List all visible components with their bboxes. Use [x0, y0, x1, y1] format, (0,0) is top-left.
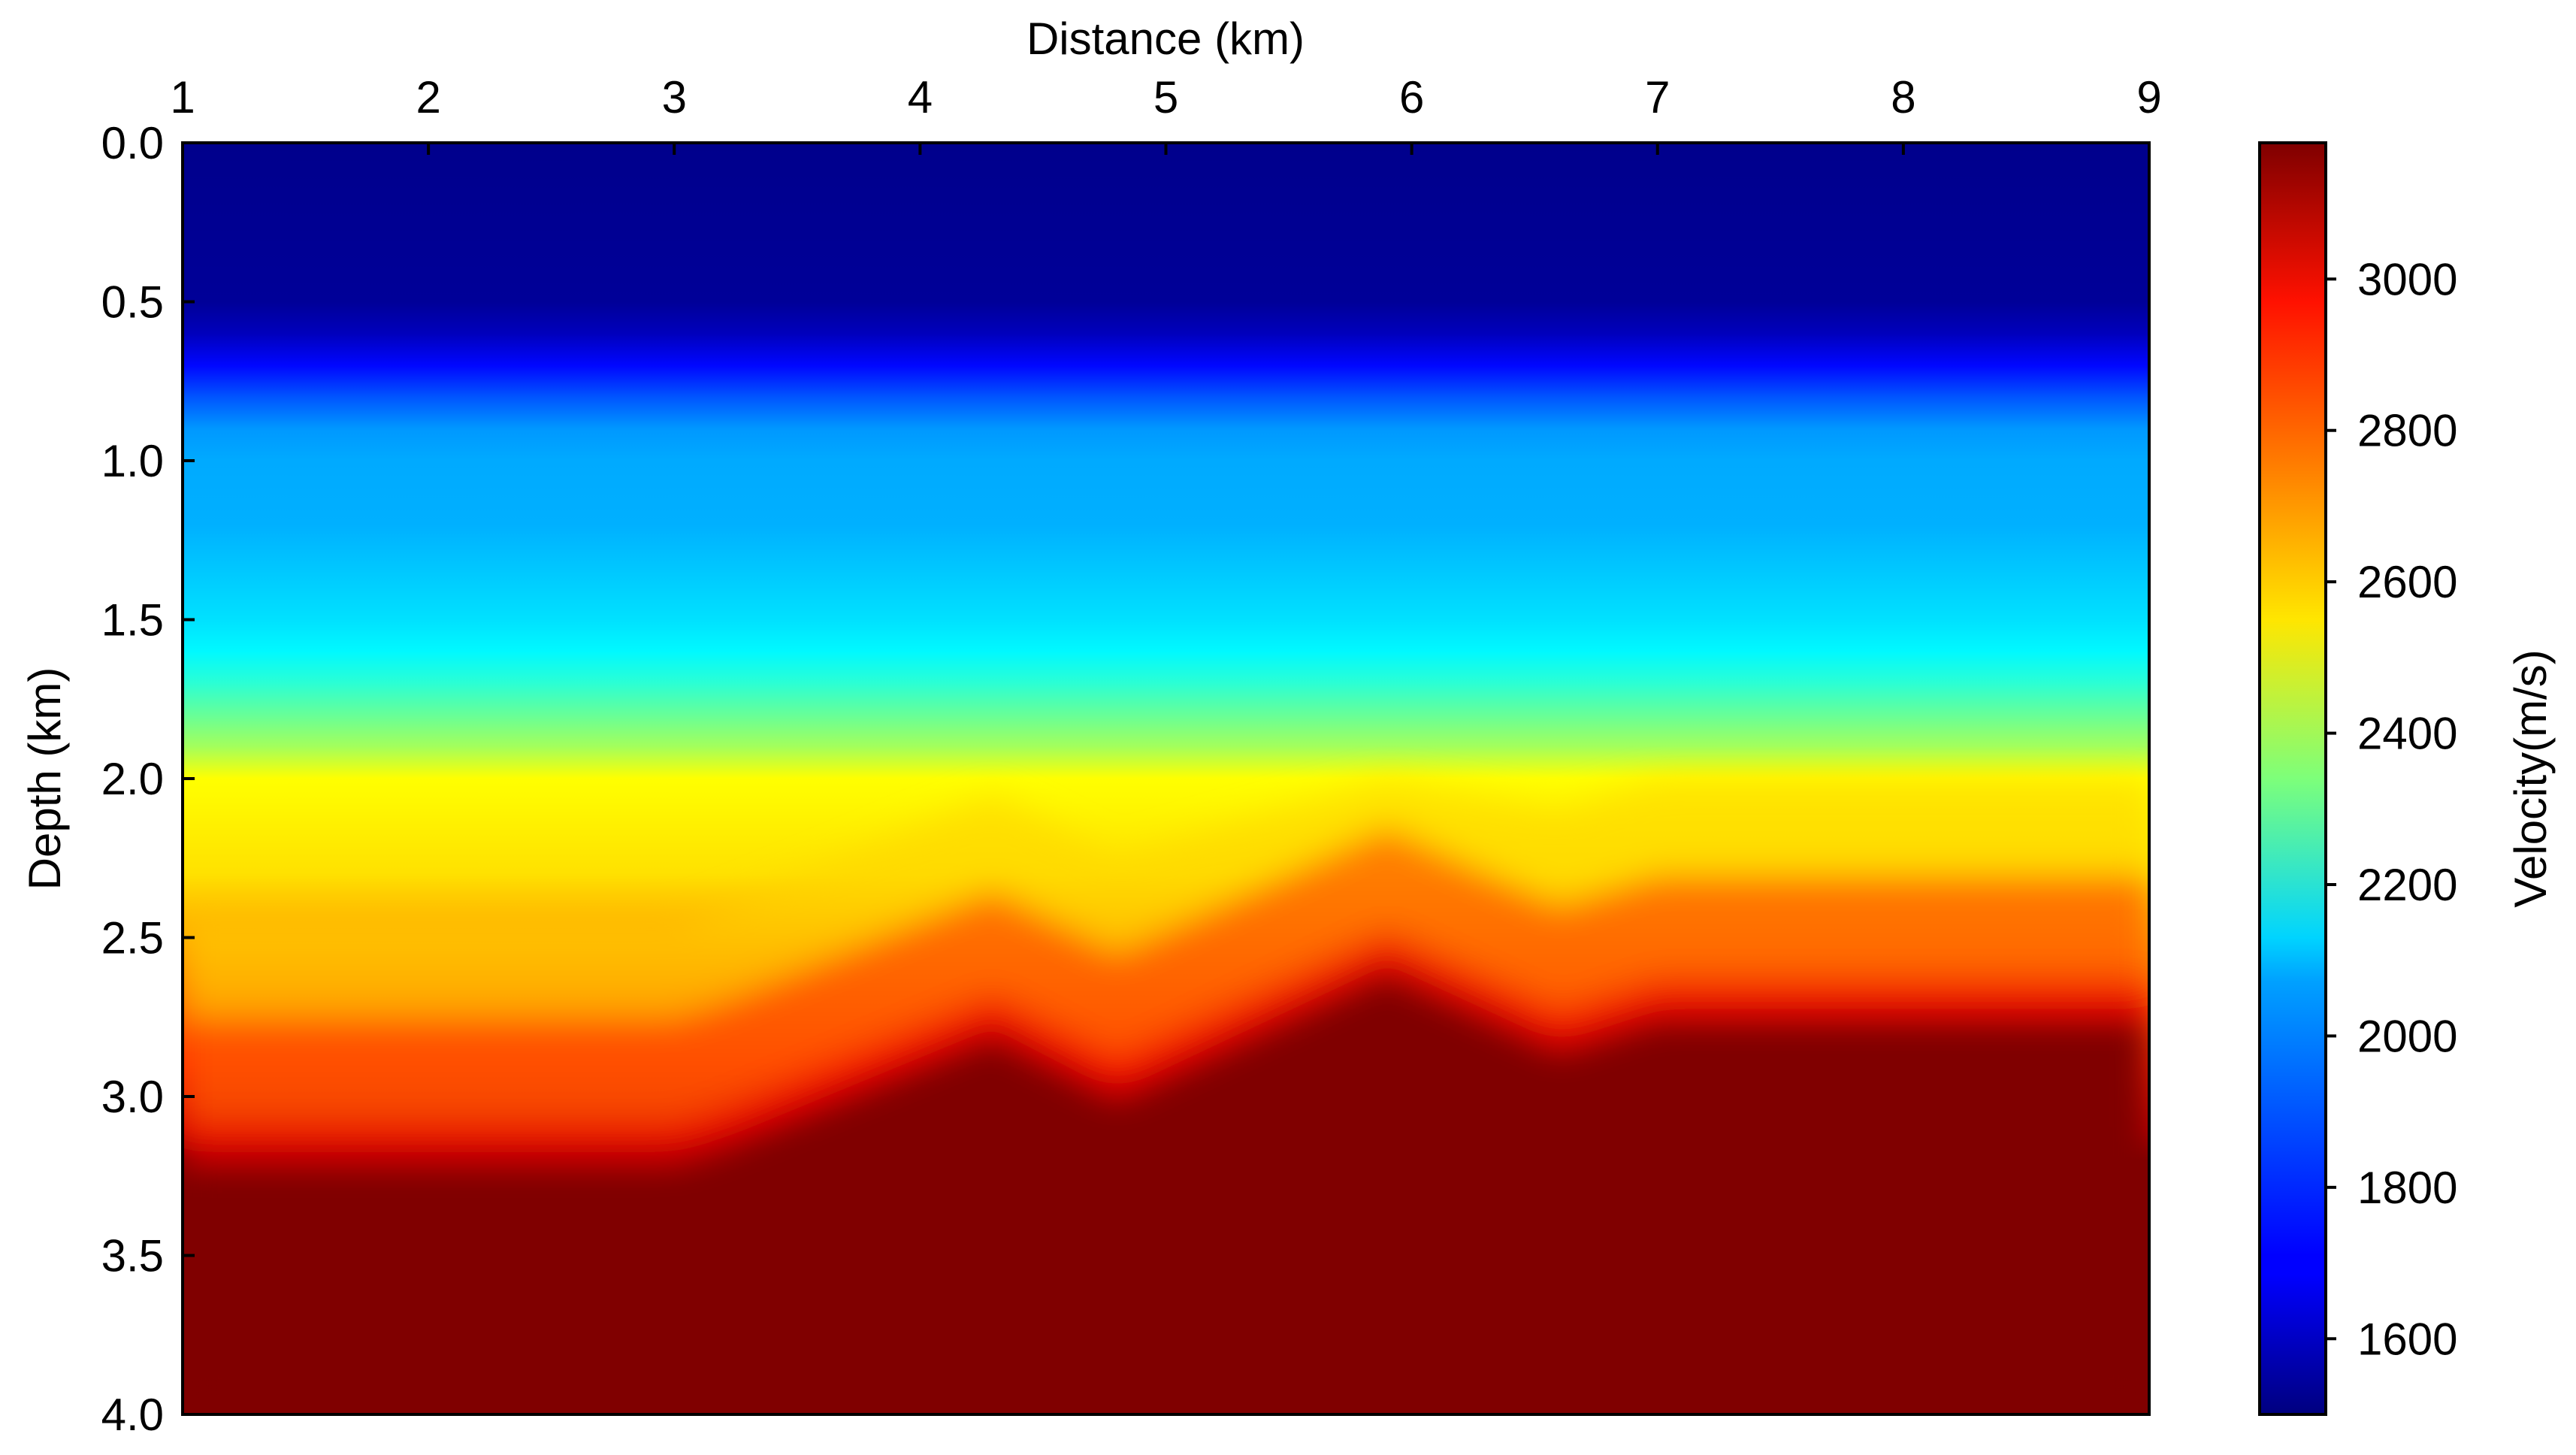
y-tick-label: 0.0 [101, 118, 164, 168]
y-tick-label: 2.5 [101, 913, 164, 963]
x-tick-label: 2 [416, 72, 440, 123]
x-tick-label: 3 [662, 72, 687, 123]
colorbar-label: Velocity(m/s) [2505, 649, 2556, 907]
orange-layer [183, 826, 2149, 1122]
geologic-structures [183, 779, 2149, 1414]
colorbar-scale [2258, 141, 2327, 1416]
y-tick-label: 3.0 [101, 1072, 164, 1122]
colorbar-tick-label: 2200 [2357, 860, 2457, 910]
x-tick-label: 6 [1399, 72, 1424, 123]
x-axis-top: 1 2 3 4 5 6 7 8 9 [170, 72, 2162, 155]
colorbar-tick-label: 1800 [2357, 1163, 2457, 1213]
x-tick-label: 7 [1645, 72, 1670, 123]
x-tick-label: 8 [1891, 72, 1915, 123]
colorbar-tick-label: 1600 [2357, 1314, 2457, 1364]
colorbar-tick-label: 2800 [2357, 406, 2457, 456]
y-tick-label: 1.5 [101, 595, 164, 646]
basement-layer [183, 969, 2149, 1414]
red-layer [183, 931, 2149, 1160]
x-tick-label: 5 [1153, 72, 1178, 123]
x-axis-label: Distance (km) [1026, 14, 1305, 64]
y-tick-label: 0.5 [101, 277, 164, 328]
x-tick-label: 9 [2136, 72, 2161, 123]
colorbar-tick-label: 2600 [2357, 557, 2457, 607]
colorbar-tick-label: 2000 [2357, 1011, 2457, 1061]
colorbar-ticks: 1600 1800 2000 2200 2400 2600 2800 3000 [2326, 254, 2457, 1364]
y-tick-label: 2.0 [101, 754, 164, 804]
colorbar-tick-label: 2400 [2357, 709, 2457, 759]
y-axis-label: Depth (km) [20, 667, 70, 891]
y-tick-label: 1.0 [101, 436, 164, 486]
colorbar: 1600 1800 2000 2200 2400 2600 2800 3000 Velocit… [2258, 141, 2556, 1416]
y-tick-label: 4.0 [101, 1390, 164, 1440]
y-tick-label: 3.5 [101, 1231, 164, 1281]
plot-area [183, 143, 2149, 1414]
yellow-layer [183, 779, 2149, 1018]
x-tick-label: 1 [170, 72, 195, 123]
colorbar-tick-label: 3000 [2357, 254, 2457, 304]
x-tick-label: 4 [908, 72, 933, 123]
y-axis-left: 0.0 0.5 1.0 1.5 2.0 2.5 3.0 3.5 4.0 [101, 118, 195, 1440]
